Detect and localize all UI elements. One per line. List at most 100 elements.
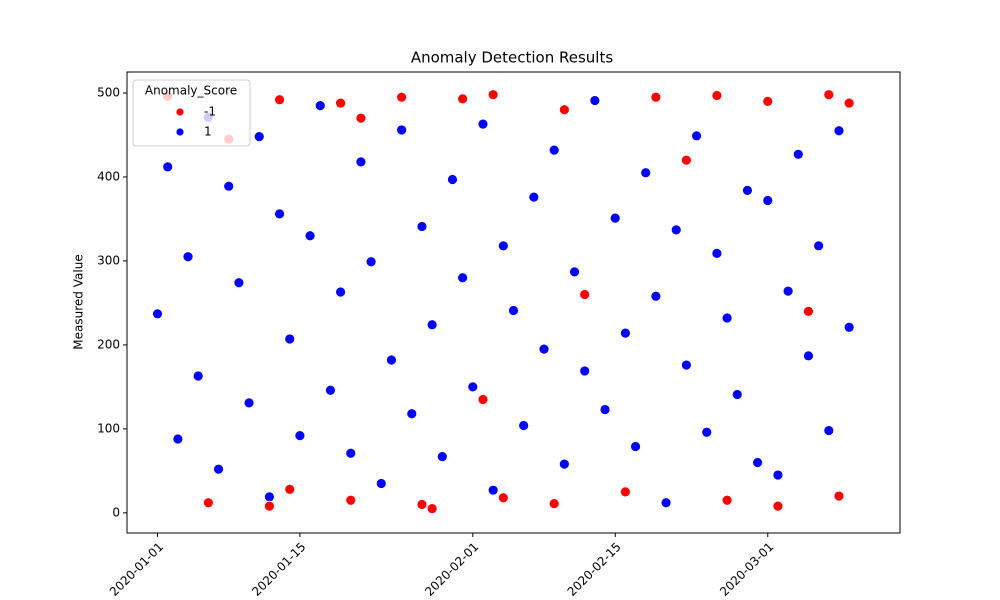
point	[619, 486, 631, 498]
point	[670, 224, 682, 236]
point	[253, 131, 265, 143]
legend-marker	[175, 107, 185, 117]
point	[487, 484, 499, 496]
point	[650, 290, 662, 302]
point	[274, 94, 285, 106]
point	[721, 312, 733, 324]
point	[304, 230, 316, 242]
point	[823, 425, 835, 436]
legend-title: Anomaly_Score	[145, 84, 237, 98]
point	[701, 426, 713, 438]
point	[416, 499, 428, 510]
point	[497, 240, 509, 252]
point	[263, 491, 275, 503]
point	[803, 350, 814, 362]
legend-label: -1	[204, 105, 216, 119]
point	[213, 463, 224, 475]
point	[487, 89, 499, 101]
point	[558, 104, 570, 116]
point	[823, 89, 835, 101]
point	[396, 124, 408, 136]
point	[365, 256, 377, 268]
point	[711, 90, 723, 101]
point	[284, 483, 296, 495]
point	[345, 447, 357, 459]
point	[681, 359, 692, 371]
point	[558, 458, 570, 470]
point	[813, 240, 825, 252]
point	[182, 251, 194, 263]
point	[274, 208, 285, 220]
point	[355, 156, 367, 168]
point	[599, 404, 611, 415]
point	[325, 384, 336, 396]
legend-label: 1	[204, 125, 212, 139]
point	[457, 93, 469, 105]
point	[731, 389, 743, 400]
point	[640, 167, 652, 179]
chart-title: Anomaly Detection Results	[411, 49, 614, 67]
point	[518, 420, 530, 431]
point	[477, 394, 489, 405]
point	[762, 95, 774, 107]
point	[691, 130, 702, 142]
point	[843, 97, 855, 109]
point	[233, 277, 245, 289]
point	[660, 497, 672, 509]
point	[833, 490, 845, 502]
point	[742, 184, 753, 196]
point	[589, 95, 601, 106]
point	[426, 319, 438, 331]
point	[803, 305, 814, 317]
point	[152, 308, 163, 320]
point	[355, 112, 367, 124]
point	[579, 289, 591, 300]
point	[843, 321, 855, 333]
point	[528, 191, 540, 203]
point	[548, 498, 560, 510]
legend: Anomaly_Score -1 1	[132, 79, 251, 147]
point	[619, 327, 631, 339]
point	[396, 91, 408, 103]
point	[650, 91, 662, 103]
point	[579, 365, 591, 377]
point	[833, 125, 845, 137]
point	[457, 272, 469, 284]
y-tick-label: 0	[112, 505, 120, 519]
point	[335, 286, 346, 298]
point	[762, 195, 774, 206]
point	[375, 478, 387, 489]
point	[609, 212, 621, 224]
point	[335, 97, 346, 109]
point	[294, 430, 306, 441]
point	[782, 285, 794, 297]
point	[284, 333, 296, 345]
point	[192, 370, 204, 382]
legend-marker	[175, 127, 185, 137]
point	[630, 441, 641, 452]
point	[711, 247, 723, 259]
point	[202, 497, 214, 509]
point	[569, 266, 580, 278]
point	[772, 500, 784, 512]
legend-box	[132, 79, 251, 147]
point	[548, 144, 560, 156]
plot-area	[152, 89, 855, 515]
axes-frame	[126, 71, 901, 534]
y-axis-label: Measured Value	[72, 254, 86, 349]
point	[681, 154, 692, 166]
point	[386, 354, 397, 366]
point	[508, 305, 519, 316]
point	[436, 451, 448, 462]
point	[426, 503, 438, 515]
point	[772, 469, 784, 481]
point	[172, 433, 184, 445]
point	[497, 492, 509, 504]
point	[263, 500, 275, 512]
point	[467, 381, 479, 393]
y-tick-label: 100	[97, 421, 120, 435]
point	[416, 221, 428, 232]
y-tick-label: 400	[97, 169, 120, 183]
point	[447, 174, 458, 185]
